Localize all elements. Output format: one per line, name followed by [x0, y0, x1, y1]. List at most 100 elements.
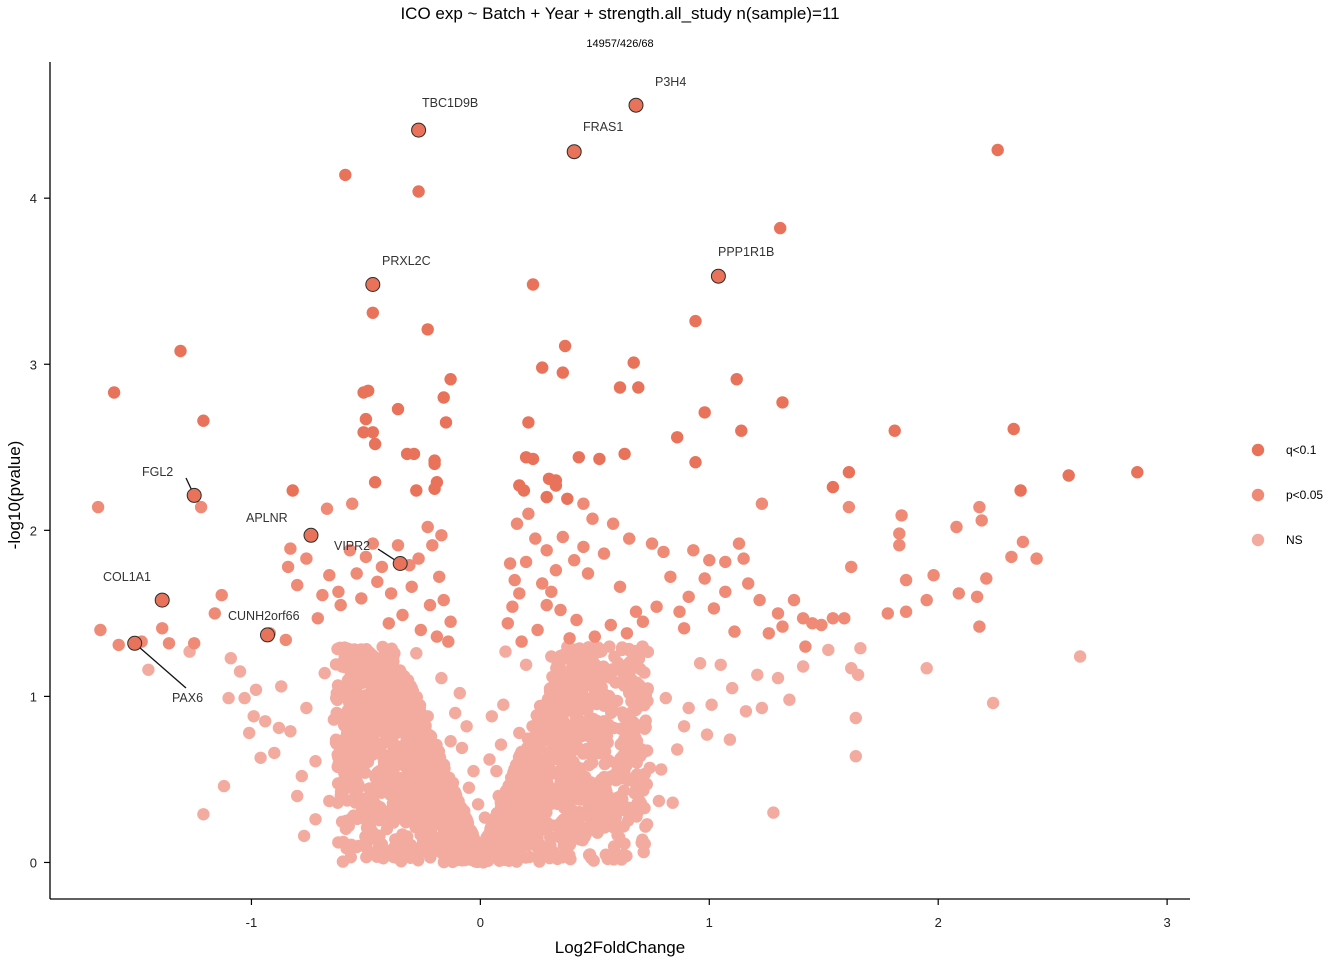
p-point — [375, 560, 389, 574]
ns-point — [1073, 650, 1087, 663]
ns-point — [682, 701, 695, 715]
ns-point — [617, 820, 630, 833]
p-point — [359, 550, 373, 564]
q-point — [339, 168, 352, 182]
ns-point — [331, 748, 344, 761]
ns-point — [222, 691, 235, 705]
p-point — [732, 537, 746, 550]
q-point — [613, 381, 627, 394]
y-tick-label: 2 — [30, 523, 37, 538]
ns-point — [254, 751, 267, 764]
ns-point — [620, 665, 634, 678]
gene-point-vipr2 — [392, 556, 408, 571]
ns-point — [387, 682, 400, 695]
ns-point — [413, 779, 427, 792]
q-point — [1062, 469, 1075, 482]
p-point — [444, 615, 457, 628]
ns-point — [318, 666, 331, 680]
gene-point-prxl2c — [365, 277, 381, 292]
q-point — [366, 426, 379, 439]
ns-point — [582, 802, 595, 816]
p-point — [316, 588, 329, 602]
ns-point — [291, 789, 304, 803]
ns-point — [354, 751, 367, 764]
ns-point — [467, 764, 480, 778]
p-point — [975, 514, 988, 527]
q-point — [556, 366, 569, 379]
p-point — [556, 530, 569, 544]
ns-point — [536, 713, 549, 726]
p-point — [895, 509, 908, 522]
ns-point — [459, 816, 472, 830]
gene-point-cunh2orf66 — [260, 627, 275, 643]
p-point — [597, 547, 611, 560]
ns-point — [634, 663, 647, 676]
ns-point — [572, 793, 585, 806]
ns-point — [332, 758, 345, 771]
q-point — [421, 323, 434, 336]
ns-point — [561, 814, 575, 827]
legend-label-ns: NS — [1286, 533, 1303, 547]
p-point — [371, 575, 384, 588]
ns-point — [513, 726, 526, 740]
ns-point — [323, 794, 336, 808]
ns-point — [611, 828, 624, 842]
p-point — [433, 570, 446, 583]
ns-point — [590, 671, 604, 684]
ns-point — [275, 680, 288, 693]
ns-point — [483, 753, 496, 766]
q-point — [286, 484, 299, 497]
ns-point — [616, 848, 629, 862]
q-point — [627, 356, 640, 369]
p-point — [826, 612, 840, 625]
p-point — [391, 539, 405, 552]
ns-point — [358, 766, 372, 779]
q-point — [526, 452, 540, 466]
p-point — [366, 537, 379, 550]
ns-point — [605, 706, 618, 720]
p-point — [332, 585, 345, 598]
y-axis-ticks: 0 1 2 3 4 — [30, 191, 50, 870]
p-point — [355, 592, 368, 605]
ns-point — [579, 676, 592, 690]
y-tick-label: 3 — [30, 357, 37, 372]
ns-point — [400, 786, 414, 799]
p-point — [771, 607, 785, 620]
ns-point — [611, 773, 624, 786]
ns-point — [543, 768, 556, 781]
q-point — [439, 416, 453, 429]
q-point — [776, 396, 789, 409]
p-point — [412, 552, 425, 565]
ns-point — [622, 642, 636, 656]
p-point — [581, 567, 595, 580]
p-point — [838, 612, 851, 625]
q-point — [549, 479, 563, 492]
ns-point — [405, 681, 418, 695]
ns-point — [561, 751, 574, 764]
ns-point — [617, 749, 630, 762]
gene-point-p3h4 — [628, 97, 644, 113]
ns-point — [553, 719, 566, 732]
p-point — [513, 587, 526, 600]
p-point — [435, 529, 448, 542]
q-point — [1131, 466, 1144, 479]
p-point — [755, 497, 769, 510]
ns-point — [554, 824, 567, 838]
ns-point — [629, 746, 642, 760]
ns-point — [142, 663, 155, 676]
p-point — [156, 622, 169, 635]
p-point — [650, 600, 663, 613]
p-point — [529, 532, 542, 545]
ns-point — [375, 680, 388, 693]
ns-point — [410, 647, 423, 660]
ns-point — [398, 759, 411, 773]
ns-point — [560, 679, 574, 693]
q-point — [826, 480, 840, 494]
ns-point — [309, 813, 322, 826]
ns-point — [327, 713, 341, 726]
p-point — [586, 512, 599, 525]
ns-point — [439, 823, 453, 836]
ns-point — [217, 779, 231, 793]
ns-point — [625, 695, 638, 708]
p-point — [215, 588, 228, 602]
